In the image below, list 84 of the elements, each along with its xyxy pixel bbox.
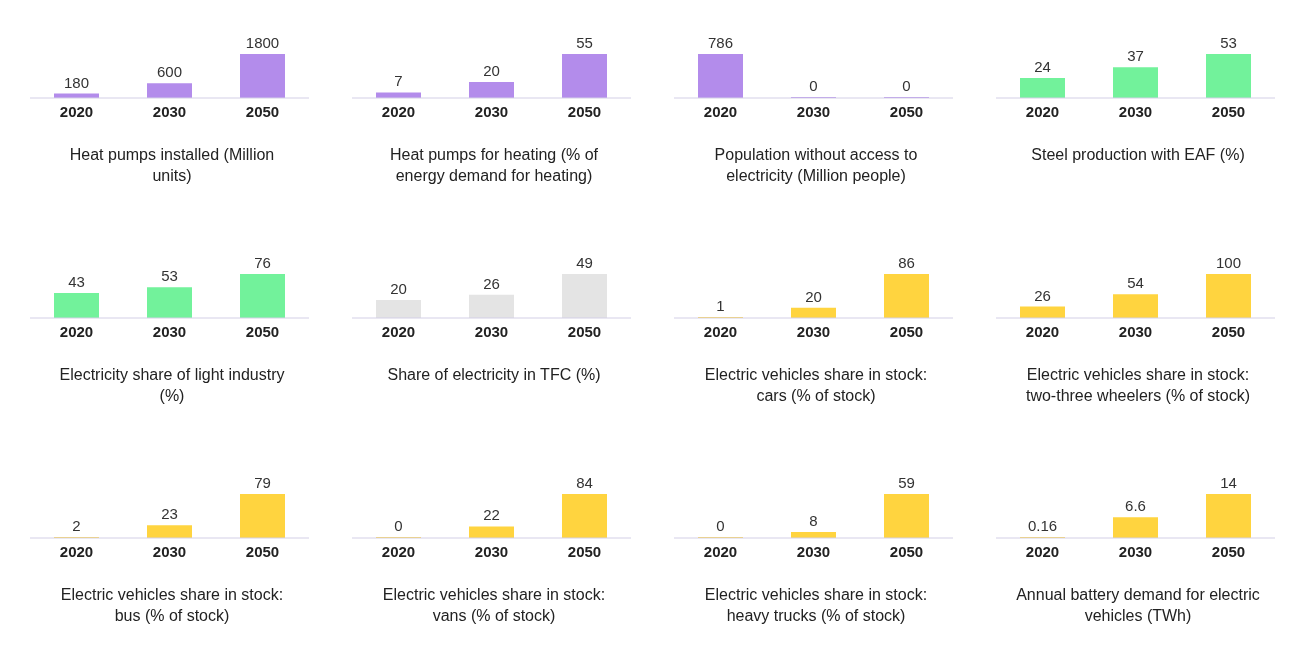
x-tick-label: 2020: [1025, 322, 1060, 340]
x-tick-label: 2030: [1118, 102, 1153, 120]
text: Electric vehicles share in stock: cars (% of stock): [703, 365, 929, 406]
data-label: 54: [1127, 274, 1144, 292]
text: Annual battery demand for electric vehicles (TWh): [1015, 585, 1261, 626]
data-label: 53: [161, 267, 178, 285]
data-label: 8: [809, 512, 818, 530]
x-tick-label: 2050: [245, 542, 280, 560]
data-label: 59: [898, 474, 915, 491]
x-tick-label: 2020: [381, 102, 416, 120]
x-tick-label: 2030: [1118, 542, 1153, 560]
data-label: 26: [483, 274, 500, 292]
data-label: 76: [254, 254, 271, 271]
x-tick-label: 2020: [381, 542, 416, 560]
x-tick-label: 2020: [381, 322, 416, 340]
x-tick-label: 2030: [474, 102, 509, 120]
x-tick-label: 2020: [59, 542, 94, 560]
data-label: 20: [483, 62, 500, 79]
text: Heat pumps installed (Million units): [68, 145, 276, 186]
text: Electric vehicles share in stock: two-three wheelers (% of stock): [1024, 365, 1252, 406]
text: Electricity share of light industry (%): [58, 365, 286, 406]
x-tick-label: 2030: [796, 322, 831, 340]
x-tick-label: 2030: [152, 542, 187, 560]
x-tick-label: 2020: [703, 102, 738, 120]
text: Heat pumps for heating (% of energy demand for heating): [388, 145, 600, 186]
x-tick-label: 2030: [796, 102, 831, 120]
data-label: 84: [576, 474, 593, 491]
x-tick-label: 2050: [567, 542, 602, 560]
data-label: 1: [716, 297, 725, 314]
data-label: 26: [1034, 286, 1051, 304]
text: Steel production with EAF (%): [1031, 145, 1245, 165]
text: Electric vehicles share in stock: heavy trucks (% of stock): [703, 585, 929, 626]
x-tick-label: 2030: [474, 542, 509, 560]
data-label: 79: [254, 474, 271, 491]
x-tick-label: 2030: [796, 542, 831, 560]
data-label: 100: [1215, 254, 1242, 271]
x-tick-label: 2020: [59, 322, 94, 340]
x-tick-label: 2050: [567, 322, 602, 340]
text: Share of electricity in TFC (%): [387, 365, 601, 385]
data-label: 22: [483, 506, 500, 524]
data-label: 1800: [245, 34, 280, 51]
x-tick-label: 2020: [1025, 102, 1060, 120]
x-tick-label: 2050: [1211, 542, 1246, 560]
x-tick-label: 2050: [245, 322, 280, 340]
data-label: 7: [394, 72, 403, 90]
x-tick-label: 2050: [1211, 322, 1246, 340]
x-tick-label: 2030: [1118, 322, 1153, 340]
data-label: 24: [1034, 58, 1051, 76]
x-tick-label: 2020: [703, 322, 738, 340]
data-label: 0: [394, 517, 403, 534]
x-tick-label: 2030: [152, 102, 187, 120]
data-label: 0.16: [1027, 517, 1058, 534]
x-tick-label: 2050: [889, 102, 924, 120]
data-label: 53: [1220, 34, 1237, 51]
x-tick-label: 2020: [1025, 542, 1060, 560]
text: Population without access to electricity (Million people): [713, 145, 919, 186]
x-tick-label: 2050: [889, 322, 924, 340]
data-label: 37: [1127, 47, 1144, 65]
data-label: 600: [156, 63, 183, 81]
text: Electric vehicles share in stock: bus (% of stock): [59, 585, 285, 626]
x-tick-label: 2050: [567, 102, 602, 120]
data-label: 43: [68, 273, 85, 291]
x-tick-label: 2020: [703, 542, 738, 560]
x-tick-label: 2030: [152, 322, 187, 340]
data-label: 23: [161, 505, 178, 523]
data-label: 786: [707, 34, 734, 51]
x-tick-label: 2020: [59, 102, 94, 120]
data-label: 55: [576, 34, 593, 51]
data-label: 2: [72, 516, 81, 534]
data-label: 86: [898, 254, 915, 271]
data-label: 0: [902, 77, 911, 94]
data-label: 20: [805, 287, 822, 305]
data-label: 14: [1220, 474, 1237, 491]
x-tick-label: 2050: [1211, 102, 1246, 120]
data-label: 0: [809, 77, 818, 94]
text: Electric vehicles share in stock: vans (% of stock): [381, 585, 607, 626]
data-label: 6.6: [1125, 497, 1146, 515]
data-label: 20: [390, 280, 407, 298]
data-label: 49: [576, 254, 593, 271]
data-label: 180: [63, 73, 90, 91]
data-label: 0: [716, 517, 725, 534]
x-tick-label: 2030: [474, 322, 509, 340]
x-tick-label: 2050: [245, 102, 280, 120]
x-tick-label: 2050: [889, 542, 924, 560]
